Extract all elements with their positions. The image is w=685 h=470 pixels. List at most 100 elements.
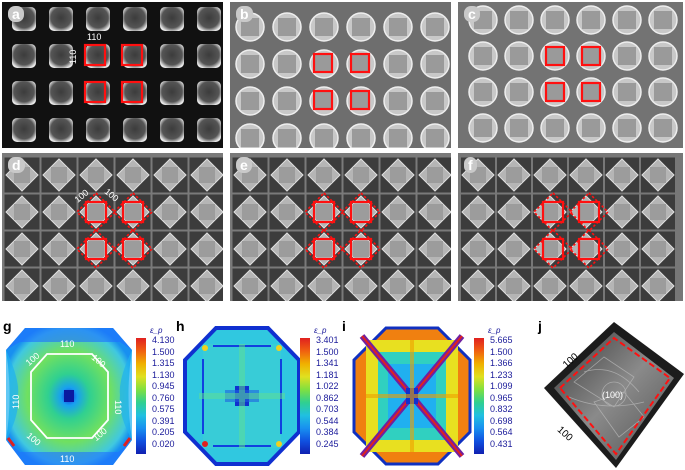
pillar-top bbox=[582, 11, 600, 29]
pillar bbox=[160, 118, 184, 142]
facet-label-bottom: 110 bbox=[60, 454, 74, 464]
pillar-top bbox=[470, 204, 486, 220]
pillar-top bbox=[474, 119, 492, 137]
panel-label: a bbox=[8, 6, 24, 22]
pillar bbox=[197, 44, 221, 68]
pillar-top bbox=[353, 204, 369, 220]
panel-c: c bbox=[458, 2, 683, 148]
pillar-top bbox=[316, 241, 332, 257]
pillar bbox=[12, 81, 36, 105]
pillar-top bbox=[506, 241, 522, 257]
panel-j-sem-tilted: 100 (100) 100 bbox=[544, 322, 684, 468]
pillar-top bbox=[14, 241, 30, 257]
pillar-top bbox=[654, 119, 672, 137]
pillar-top bbox=[542, 278, 558, 294]
colorbar-tick-label: 1.500 bbox=[316, 346, 339, 357]
colorbar-tick-label: 0.384 bbox=[316, 427, 339, 437]
pillar-top bbox=[125, 241, 141, 257]
pillar-top bbox=[125, 278, 141, 294]
pillar-top bbox=[162, 241, 178, 257]
facet-label-right: 110 bbox=[113, 400, 123, 414]
colorbar-tick-label: 1.341 bbox=[316, 358, 339, 368]
highlight-square bbox=[84, 200, 108, 224]
pillar bbox=[49, 7, 73, 31]
colorbar-tick-label: 0.945 bbox=[152, 381, 175, 391]
pillar-top bbox=[582, 119, 600, 137]
pillar-top bbox=[506, 167, 522, 183]
pillar bbox=[160, 81, 184, 105]
pillar bbox=[197, 81, 221, 105]
pillar-top bbox=[614, 241, 630, 257]
panel-d: d 100 100 bbox=[2, 153, 223, 301]
pillar-top bbox=[241, 92, 259, 110]
pillar-top bbox=[546, 11, 564, 29]
pillar-top bbox=[315, 129, 333, 147]
pillar-top bbox=[352, 129, 370, 147]
highlight-square bbox=[312, 89, 334, 111]
pillar-top bbox=[542, 204, 558, 220]
pillar-top bbox=[390, 167, 406, 183]
colorbar-tick-label: 1.315 bbox=[152, 358, 175, 368]
panel-label: c bbox=[464, 6, 480, 22]
pillar-top bbox=[389, 18, 407, 36]
panel-a-micrograph bbox=[12, 7, 221, 142]
pillar-top bbox=[88, 167, 104, 183]
highlight-square bbox=[541, 200, 565, 224]
colorbar-tick-label: 3.401 bbox=[316, 335, 339, 345]
highlight-square bbox=[544, 81, 566, 103]
colorbar-tick-label: 5.665 bbox=[490, 335, 513, 345]
colorbar-gradient bbox=[136, 338, 146, 454]
colorbar-title: ε_p bbox=[150, 326, 163, 335]
pillar-top bbox=[510, 11, 528, 29]
pillar-top bbox=[242, 241, 258, 257]
colorbar-ticks: 4.130 1.500 1.315 1.130 0.945 0.760 0.575 0.391… bbox=[152, 336, 175, 451]
highlight-square bbox=[544, 45, 566, 67]
pillar-top bbox=[88, 204, 104, 220]
colorbar-tick-label: 1.181 bbox=[316, 369, 339, 380]
highlight-square bbox=[120, 43, 144, 67]
pillar-top bbox=[199, 167, 215, 183]
pillar-top bbox=[654, 83, 672, 101]
pillar-top bbox=[199, 241, 215, 257]
pillar bbox=[12, 118, 36, 142]
pillar-top bbox=[614, 167, 630, 183]
pillar-top bbox=[582, 83, 600, 101]
pillar-top bbox=[578, 167, 594, 183]
colorbar-ticks: 5.665 1.500 1.366 1.233 1.099 0.965 0.832 0.698… bbox=[490, 336, 513, 451]
highlight-square bbox=[121, 237, 145, 261]
panel-label-g: g bbox=[3, 318, 12, 334]
pillar-top bbox=[618, 47, 636, 65]
pillar bbox=[49, 118, 73, 142]
colorbar-tick-label: 0.391 bbox=[152, 415, 175, 426]
panel-c-micrograph bbox=[458, 2, 683, 148]
pillar-top bbox=[542, 241, 558, 257]
pillar-top bbox=[51, 278, 67, 294]
pillar-top bbox=[650, 278, 666, 294]
pillar-top bbox=[241, 18, 259, 36]
pillar-top bbox=[88, 241, 104, 257]
pillar-top bbox=[242, 278, 258, 294]
pillar-top bbox=[390, 204, 406, 220]
pillar-top bbox=[654, 47, 672, 65]
pillar-top bbox=[316, 167, 332, 183]
pillar-top bbox=[241, 55, 259, 73]
highlight-square bbox=[84, 237, 108, 261]
pillar-top bbox=[14, 204, 30, 220]
highlight-square bbox=[83, 80, 107, 104]
pillar bbox=[197, 118, 221, 142]
pillar bbox=[12, 44, 36, 68]
pillar-top bbox=[315, 55, 333, 73]
colorbar-i: ε_p 5.665 1.500 1.366 1.233 1.099 0.965 0.832 0… bbox=[474, 326, 524, 458]
pillar bbox=[123, 118, 147, 142]
colorbar-title: ε_p bbox=[488, 326, 501, 335]
panel-d-micrograph bbox=[2, 153, 223, 301]
pillar-top bbox=[427, 204, 443, 220]
facet-label-100-bottom: 100 bbox=[555, 424, 575, 444]
pillar-top bbox=[125, 204, 141, 220]
colorbar-tick-label: 1.099 bbox=[490, 381, 513, 391]
pillar-top bbox=[654, 11, 672, 29]
colorbar-tick-label: 0.245 bbox=[316, 438, 339, 449]
panel-e: e bbox=[230, 153, 451, 301]
colorbar-h: ε_p 3.401 1.500 1.341 1.181 1.022 0.862 0.703 0… bbox=[300, 326, 350, 458]
pillar-top bbox=[510, 83, 528, 101]
